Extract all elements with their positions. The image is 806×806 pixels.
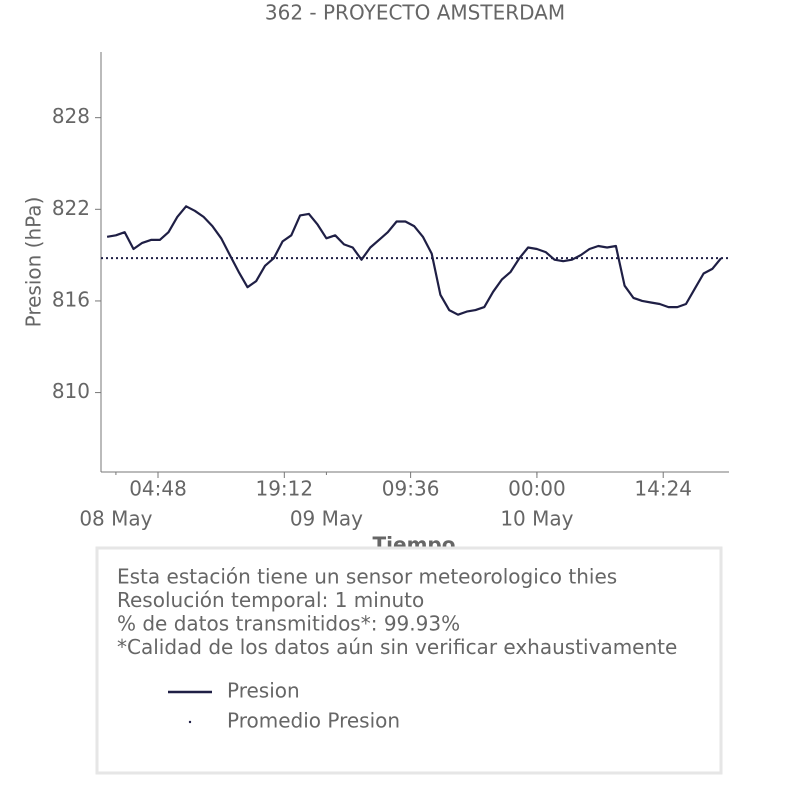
- x-tick-label: 00:00: [508, 477, 566, 501]
- x-tick-label: 19:12: [255, 477, 313, 501]
- y-axis-label: Presion (hPa): [22, 197, 46, 328]
- info-box: [95, 546, 723, 775]
- x-tick-label: 09:36: [382, 477, 440, 501]
- legend-label: Presion: [227, 679, 300, 703]
- y-tick-label: 810: [52, 379, 90, 403]
- info-text: Resolución temporal: 1 minuto: [117, 588, 424, 612]
- info-text: Esta estación tiene un sensor meteorolog…: [117, 565, 617, 589]
- x-tick-label: 14:24: [634, 477, 692, 501]
- info: Esta estación tiene un sensor meteorolog…: [117, 565, 677, 733]
- x-minor-tick-label: 10 May: [500, 507, 573, 531]
- chart-title: 362 - PROYECTO AMSTERDAM: [265, 1, 565, 25]
- legend-label: Promedio Presion: [227, 709, 400, 733]
- plot-area: 810 816 822 828 04:48 19:12 09:36 00:00 14:24 08 …: [52, 52, 729, 531]
- info-text: % de datos transmitidos*: 99.93%: [117, 612, 460, 636]
- info-text: *Calidad de los datos aún sin verificar …: [117, 635, 677, 659]
- x-tick-label: 04:48: [129, 477, 187, 501]
- x-minor-tick-label: 09 May: [290, 507, 363, 531]
- y-tick-label: 822: [52, 196, 90, 220]
- x-minor-tick-label: 08 May: [79, 507, 152, 531]
- legend-swatch: [188, 720, 192, 724]
- y-tick-label: 828: [52, 104, 90, 128]
- y-tick-label: 816: [52, 287, 90, 311]
- line: [106, 205, 722, 316]
